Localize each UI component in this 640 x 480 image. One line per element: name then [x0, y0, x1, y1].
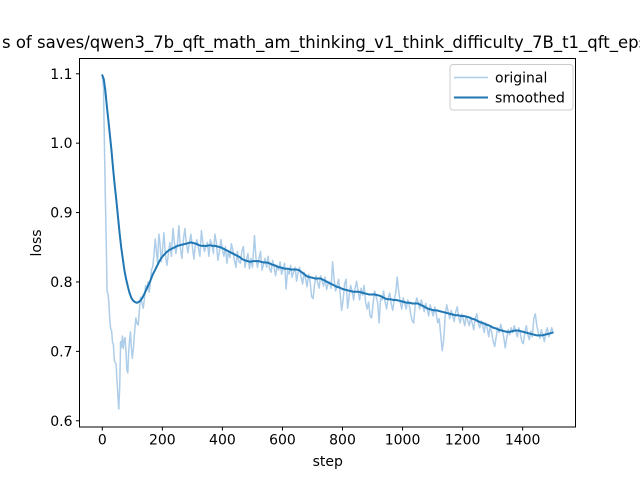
- x-axis-ticks: 0 200 400 600 800 1000 1200 1400: [98, 427, 541, 449]
- y-tick-label: 1.0: [50, 136, 72, 152]
- y-tick-label: 0.6: [50, 414, 72, 430]
- x-tick-label: 0: [98, 433, 107, 449]
- plot-lines: [101, 74, 554, 410]
- axes-border: [79, 58, 576, 428]
- legend-box: [449, 64, 574, 111]
- legend-label-original: original: [495, 71, 547, 87]
- x-tick-label: 200: [149, 433, 176, 449]
- x-tick-label: 1200: [445, 433, 481, 449]
- x-tick-label: 800: [329, 433, 356, 449]
- series-line-smoothed: [101, 74, 554, 337]
- x-tick-label: 400: [209, 433, 236, 449]
- legend-label-smoothed: smoothed: [495, 91, 565, 107]
- y-axis-ticks: 0.6 0.7 0.8 0.9 1.0 1.1: [50, 67, 80, 430]
- y-tick-label: 0.9: [50, 206, 72, 222]
- legend: original smoothed: [449, 64, 574, 111]
- chart-title: s of saves/qwen3_7b_qft_math_am_thinking…: [2, 33, 640, 53]
- x-tick-label: 600: [269, 433, 296, 449]
- y-axis-label: loss: [29, 229, 45, 256]
- x-tick-label: 1400: [505, 433, 541, 449]
- y-tick-label: 0.7: [50, 344, 72, 360]
- x-tick-label: 1000: [385, 433, 421, 449]
- y-tick-label: 0.8: [50, 275, 72, 291]
- x-axis-label: step: [313, 454, 343, 470]
- y-tick-label: 1.1: [50, 67, 72, 83]
- series-line-original: [101, 74, 554, 410]
